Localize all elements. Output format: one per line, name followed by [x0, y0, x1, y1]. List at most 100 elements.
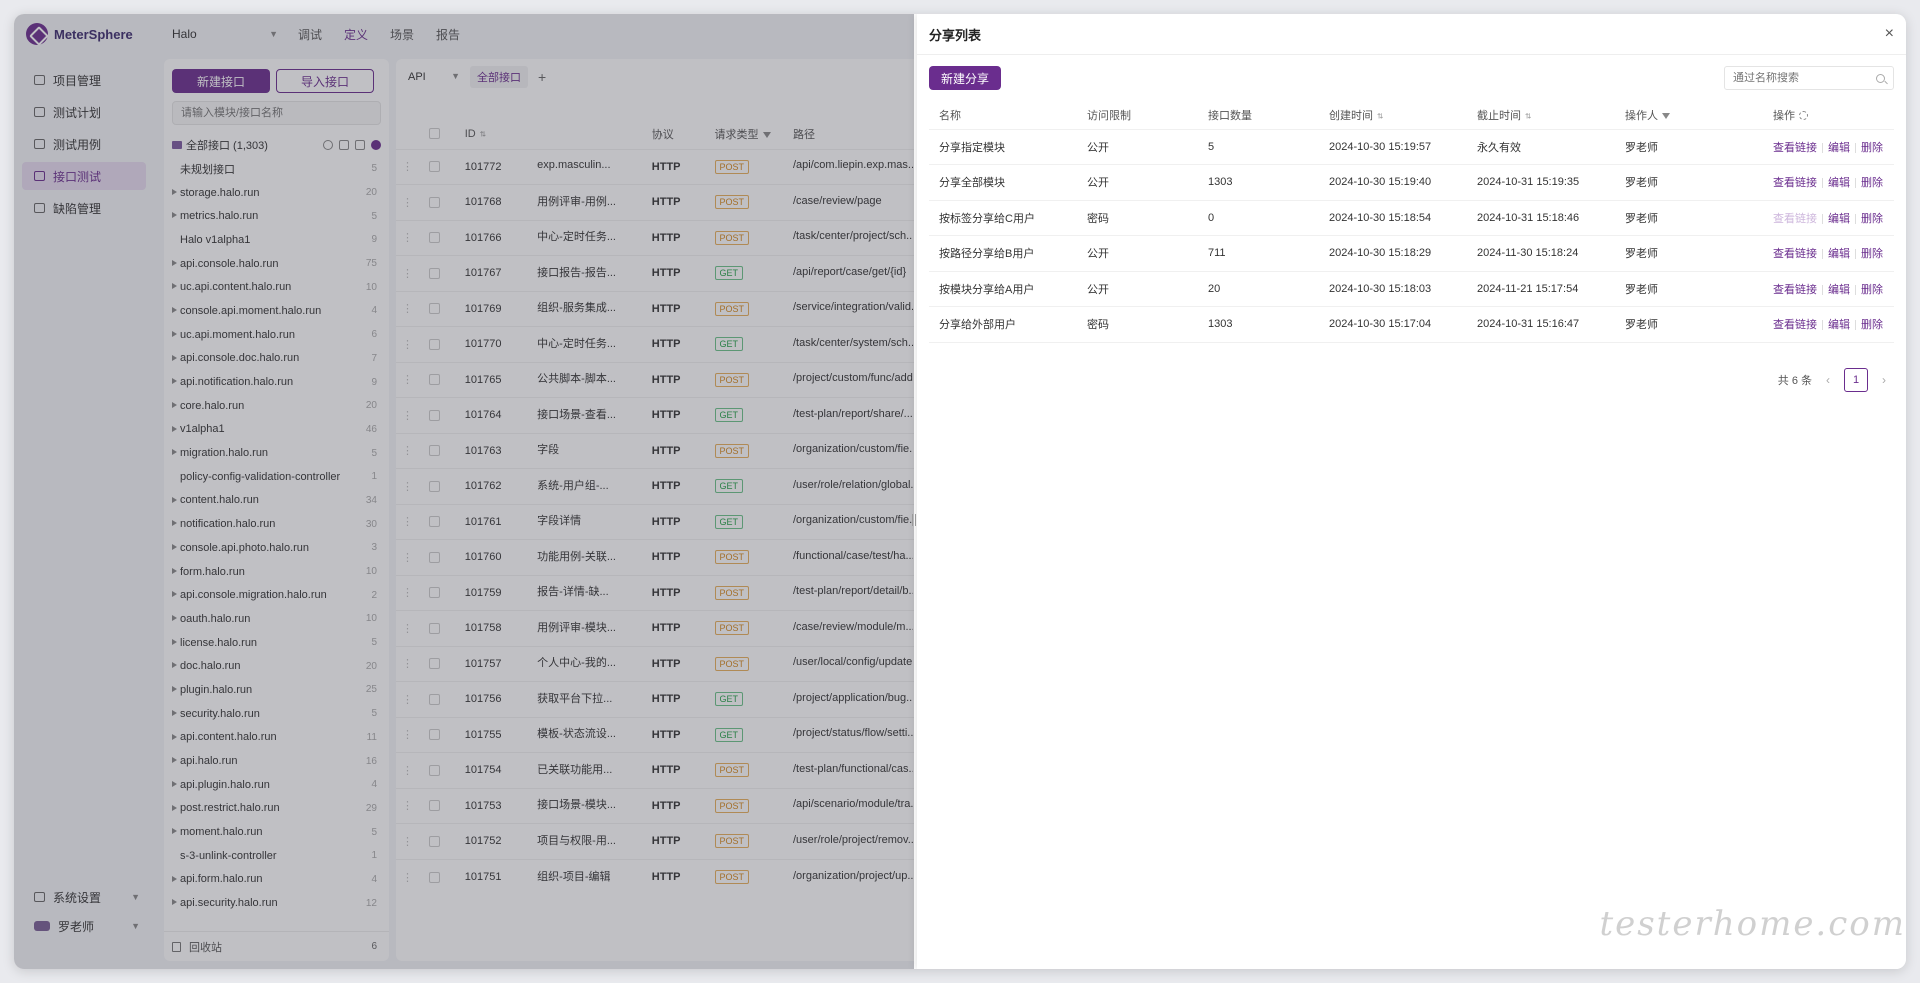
- expire-col-header[interactable]: 截止时间 ⇅: [1467, 101, 1615, 130]
- table-row[interactable]: ⋮ 101755 模板-状态流设... HTTP GET/project/status/…: [396, 716, 914, 753]
- brand-logo[interactable]: MeterSphere: [26, 23, 166, 45]
- row-checkbox[interactable]: [422, 681, 459, 717]
- edit-button[interactable]: 编辑: [1828, 177, 1850, 190]
- operator-col-header[interactable]: 操作人: [1615, 101, 1763, 130]
- tree-node[interactable]: api.form.halo.run 4: [164, 868, 389, 892]
- table-row[interactable]: ⋮ 101763 字段 HTTP POST/organization/custom/fi…: [396, 432, 914, 469]
- row-checkbox[interactable]: [422, 184, 459, 220]
- api-id[interactable]: 101753: [458, 787, 532, 824]
- tree-node[interactable]: content.halo.run 34: [164, 489, 389, 513]
- tree-node[interactable]: migration.halo.run 5: [164, 441, 389, 465]
- top-nav-item[interactable]: 场景: [390, 27, 415, 42]
- user-menu[interactable]: 罗老师 ▼: [22, 913, 146, 939]
- caret-right-icon[interactable]: [172, 733, 177, 740]
- caret-right-icon[interactable]: [172, 449, 177, 456]
- table-row[interactable]: ⋮ 101772 exp.masculin... HTTP POST/api/com.l…: [396, 148, 914, 185]
- caret-right-icon[interactable]: [172, 307, 177, 314]
- tree-node[interactable]: uc.api.moment.halo.run 6: [164, 323, 389, 347]
- row-checkbox[interactable]: [422, 219, 459, 256]
- api-id[interactable]: 101760: [458, 539, 532, 575]
- drag-handle[interactable]: ⋮: [396, 752, 423, 788]
- caret-right-icon[interactable]: [172, 638, 177, 645]
- view-link-button[interactable]: 查看链接: [1773, 319, 1817, 332]
- sidebar-item[interactable]: 缺陷管理: [22, 194, 146, 222]
- select-all-checkbox[interactable]: [423, 119, 459, 149]
- actions-col-header[interactable]: 操作: [1763, 101, 1894, 130]
- row-checkbox[interactable]: [422, 716, 459, 753]
- tree-node[interactable]: api.security.halo.run 12: [164, 891, 389, 915]
- close-icon[interactable]: ×: [1884, 25, 1894, 42]
- edit-button[interactable]: 编辑: [1828, 212, 1850, 225]
- table-row[interactable]: ⋮ 101768 用例评审-用例... HTTP POST/case/review/pa…: [396, 184, 914, 220]
- search-icon[interactable]: [1876, 73, 1885, 83]
- caret-right-icon[interactable]: [172, 496, 177, 503]
- drag-handle[interactable]: ⋮: [396, 539, 423, 575]
- table-row[interactable]: ⋮ 101764 接口场景-查看... HTTP GET/test-plan/repor…: [396, 397, 914, 433]
- tree-node[interactable]: notification.halo.run 30: [164, 512, 389, 536]
- api-id[interactable]: 101752: [458, 823, 532, 859]
- chevron-left-icon[interactable]: ‹: [1826, 373, 1830, 387]
- sidebar-item-system-settings[interactable]: 系统设置 ▼: [22, 884, 146, 910]
- caret-right-icon[interactable]: [172, 875, 177, 882]
- api-id[interactable]: 101770: [458, 326, 532, 362]
- caret-right-icon[interactable]: [172, 662, 177, 669]
- view-link-button[interactable]: 查看链接: [1773, 212, 1817, 225]
- tree-node[interactable]: oauth.halo.run 10: [164, 607, 389, 631]
- drag-handle[interactable]: ⋮: [396, 184, 423, 220]
- caret-right-icon[interactable]: [172, 757, 177, 764]
- recycle-bin[interactable]: 回收站 6: [164, 931, 389, 961]
- row-checkbox[interactable]: [422, 539, 459, 575]
- view-link-button[interactable]: 查看链接: [1773, 283, 1817, 296]
- api-id[interactable]: 101766: [458, 219, 532, 256]
- edit-button[interactable]: 编辑: [1828, 141, 1850, 154]
- api-id[interactable]: 101762: [458, 468, 532, 504]
- row-checkbox[interactable]: [422, 468, 459, 504]
- api-id[interactable]: 101763: [458, 432, 532, 469]
- caret-right-icon[interactable]: [172, 425, 177, 432]
- caret-right-icon[interactable]: [172, 804, 177, 811]
- tree-node[interactable]: doc.halo.run 20: [164, 654, 389, 678]
- new-api-button[interactable]: 新建接口: [172, 69, 270, 93]
- row-checkbox[interactable]: [422, 397, 459, 433]
- tree-node[interactable]: uc.api.content.halo.run 10: [164, 275, 389, 299]
- api-id[interactable]: 101755: [458, 716, 532, 753]
- caret-right-icon[interactable]: [172, 188, 177, 195]
- delete-button[interactable]: 删除: [1861, 177, 1883, 190]
- drag-handle[interactable]: ⋮: [396, 681, 423, 717]
- row-checkbox[interactable]: [422, 361, 459, 398]
- api-id[interactable]: 101768: [458, 184, 532, 220]
- share-search-input[interactable]: [1733, 72, 1876, 84]
- module-search-input[interactable]: [172, 101, 381, 125]
- tree-root-all-apis[interactable]: 全部接口 (1,303): [164, 133, 389, 157]
- eye-icon[interactable]: [323, 140, 333, 150]
- tree-node[interactable]: form.halo.run 10: [164, 560, 389, 584]
- drag-handle[interactable]: ⋮: [396, 503, 423, 540]
- table-row[interactable]: ⋮ 101754 已关联功能用... HTTP POST/test-plan/funct…: [396, 752, 914, 788]
- drag-handle[interactable]: ⋮: [396, 361, 423, 398]
- caret-right-icon[interactable]: [172, 378, 177, 385]
- row-checkbox[interactable]: [422, 787, 459, 824]
- row-checkbox[interactable]: [422, 432, 459, 469]
- table-row[interactable]: ⋮ 101770 中心-定时任务... HTTP GET/task/center/sys…: [396, 326, 914, 362]
- row-checkbox[interactable]: [422, 503, 459, 540]
- drawer-resize-handle[interactable]: [912, 514, 916, 526]
- table-row[interactable]: ⋮ 101766 中心-定时任务... HTTP POST/task/center/pr…: [396, 219, 914, 256]
- drag-handle[interactable]: ⋮: [396, 610, 423, 646]
- edit-button[interactable]: 编辑: [1828, 319, 1850, 332]
- row-checkbox[interactable]: [422, 255, 459, 291]
- table-row[interactable]: ⋮ 101760 功能用例-关联... HTTP POST/functional/cas…: [396, 539, 914, 575]
- tree-node[interactable]: console.api.moment.halo.run 4: [164, 299, 389, 323]
- caret-right-icon[interactable]: [172, 615, 177, 622]
- top-nav-item[interactable]: 报告: [436, 27, 461, 42]
- drag-handle[interactable]: ⋮: [396, 858, 423, 895]
- caret-right-icon[interactable]: [172, 686, 177, 693]
- api-id[interactable]: 101757: [458, 645, 532, 682]
- tree-node[interactable]: post.restrict.halo.run 29: [164, 797, 389, 821]
- drag-handle[interactable]: ⋮: [396, 397, 423, 433]
- table-row[interactable]: ⋮ 101753 接口场景-模块... HTTP POST/api/scenario/m…: [396, 787, 914, 824]
- api-id[interactable]: 101754: [458, 752, 532, 788]
- tree-node[interactable]: security.halo.run 5: [164, 702, 389, 726]
- tree-node[interactable]: license.halo.run 5: [164, 631, 389, 655]
- table-row[interactable]: ⋮ 101761 字段详情 HTTP GET/organization/custom/f…: [396, 503, 914, 540]
- drag-handle[interactable]: ⋮: [396, 255, 423, 291]
